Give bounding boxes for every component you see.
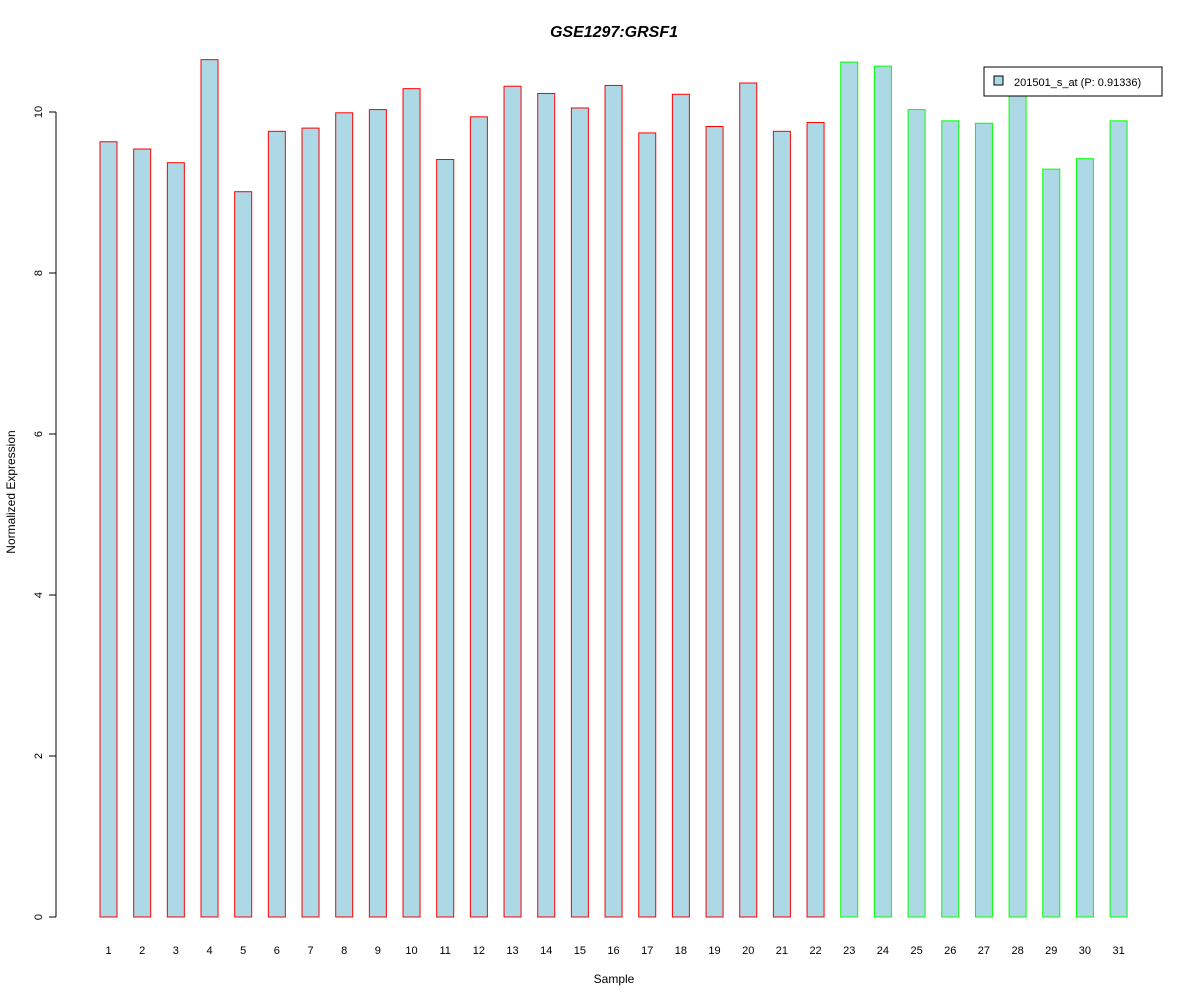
x-tick-label: 4 bbox=[206, 945, 212, 957]
x-tick-label: 3 bbox=[173, 945, 179, 957]
y-tick-label: 0 bbox=[33, 914, 45, 920]
bar bbox=[166, 162, 185, 918]
y-tick-label: 2 bbox=[33, 753, 45, 759]
y-axis: 0 2 4 6 8 10 bbox=[33, 106, 57, 920]
bar bbox=[671, 93, 690, 918]
x-tick-label: 13 bbox=[506, 945, 518, 957]
x-tick-label: 26 bbox=[944, 945, 956, 957]
bar bbox=[873, 65, 892, 918]
x-tick-labels: 1 2 3 4 5 6 7 8 9 10 11 12 13 14 15 16 17 18 19 20 21 22 23 24 2… bbox=[105, 945, 1124, 957]
legend-swatch bbox=[993, 75, 1004, 86]
bar bbox=[469, 116, 488, 918]
legend: 201501_s_at (P: 0.91336) bbox=[983, 66, 1163, 97]
bar bbox=[436, 159, 455, 918]
x-tick-label: 29 bbox=[1045, 945, 1057, 957]
y-tick-label: 10 bbox=[33, 106, 45, 118]
bar bbox=[537, 92, 556, 918]
x-tick-label: 1 bbox=[105, 945, 111, 957]
x-tick-label: 21 bbox=[776, 945, 788, 957]
bar bbox=[335, 112, 354, 918]
legend-box bbox=[983, 66, 1163, 97]
chart-title: GSE1297:GRSF1 bbox=[550, 24, 678, 41]
bar bbox=[705, 125, 724, 918]
bar bbox=[570, 107, 589, 918]
x-axis-label: Sample bbox=[594, 972, 635, 986]
x-tick-label: 16 bbox=[607, 945, 619, 957]
bar bbox=[503, 85, 522, 918]
bar bbox=[267, 130, 286, 918]
x-tick-label: 24 bbox=[877, 945, 889, 957]
bar bbox=[1075, 158, 1094, 918]
bar bbox=[301, 127, 320, 918]
x-tick-label: 17 bbox=[641, 945, 653, 957]
x-tick-label: 14 bbox=[540, 945, 552, 957]
y-tick-label: 8 bbox=[33, 270, 45, 276]
bar bbox=[974, 122, 993, 918]
bars bbox=[99, 59, 1128, 918]
legend-label: 201501_s_at (P: 0.91336) bbox=[1014, 77, 1141, 89]
bar bbox=[1109, 120, 1128, 918]
x-tick-label: 10 bbox=[405, 945, 417, 957]
bar bbox=[402, 88, 421, 918]
x-tick-label: 20 bbox=[742, 945, 754, 957]
x-tick-label: 15 bbox=[574, 945, 586, 957]
x-tick-label: 25 bbox=[910, 945, 922, 957]
bar bbox=[1008, 93, 1027, 918]
x-tick-label: 18 bbox=[675, 945, 687, 957]
bar bbox=[638, 132, 657, 918]
y-tick-label: 6 bbox=[33, 431, 45, 437]
x-tick-label: 31 bbox=[1112, 945, 1124, 957]
bar bbox=[806, 121, 825, 918]
bar bbox=[739, 82, 758, 918]
bar bbox=[941, 120, 960, 918]
bar bbox=[604, 84, 623, 918]
bar bbox=[907, 109, 926, 918]
bar bbox=[840, 61, 859, 918]
x-tick-label: 19 bbox=[708, 945, 720, 957]
x-tick-label: 28 bbox=[1011, 945, 1023, 957]
x-tick-label: 22 bbox=[809, 945, 821, 957]
x-tick-label: 23 bbox=[843, 945, 855, 957]
bar bbox=[234, 191, 253, 918]
bar bbox=[772, 130, 791, 918]
x-tick-label: 7 bbox=[307, 945, 313, 957]
bar bbox=[368, 109, 387, 918]
x-tick-label: 30 bbox=[1079, 945, 1091, 957]
x-tick-label: 12 bbox=[473, 945, 485, 957]
bar bbox=[133, 148, 152, 918]
y-axis-label: Normalized Expression bbox=[4, 430, 18, 553]
x-tick-label: 2 bbox=[139, 945, 145, 957]
x-tick-label: 27 bbox=[978, 945, 990, 957]
x-tick-label: 11 bbox=[439, 945, 450, 957]
bar bbox=[200, 59, 219, 918]
x-tick-label: 8 bbox=[341, 945, 347, 957]
bar bbox=[1042, 168, 1061, 918]
bar bbox=[99, 141, 118, 918]
x-tick-label: 5 bbox=[240, 945, 246, 957]
y-tick-label: 4 bbox=[33, 592, 45, 598]
x-tick-label: 9 bbox=[375, 945, 381, 957]
x-tick-label: 6 bbox=[274, 945, 280, 957]
